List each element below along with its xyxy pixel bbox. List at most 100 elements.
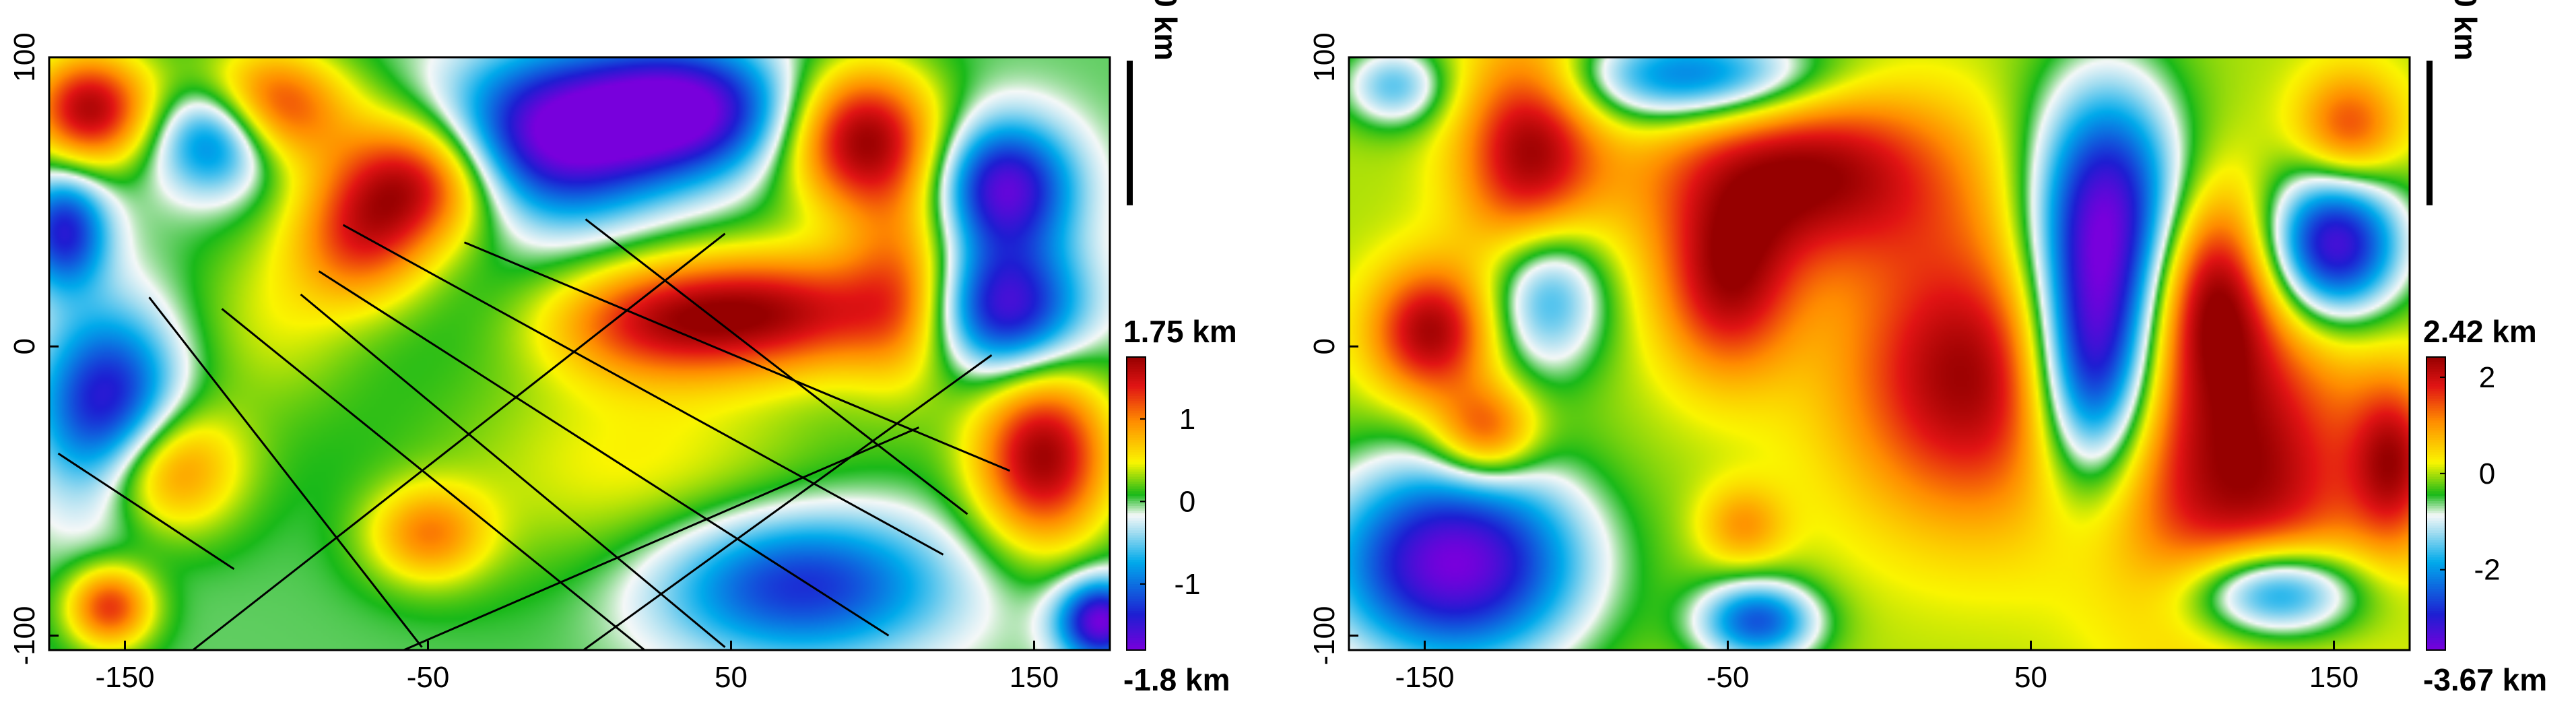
colorbar-swatch <box>1127 631 1146 634</box>
y-tick-label: 0 <box>1308 338 1341 354</box>
colorbar-swatch <box>2426 593 2445 597</box>
colorbar-swatch <box>2426 406 2445 409</box>
right-plot-frame <box>1348 56 2411 651</box>
colorbar-swatch <box>2426 620 2445 624</box>
colorbar-swatch <box>1127 613 1146 616</box>
colorbar-swatch <box>2426 511 2445 514</box>
colorbar-swatch <box>1127 569 1146 573</box>
colorbar-swatch <box>1127 389 1146 392</box>
colorbar-swatch <box>2426 455 2445 458</box>
colorbar-swatch <box>1127 449 1146 453</box>
colorbar-swatch <box>2426 506 2445 509</box>
colorbar-swatch <box>2426 467 2445 470</box>
y-tick-label: 100 <box>8 32 41 82</box>
colorbar-swatch <box>1127 359 1146 362</box>
survey-track-lines <box>57 218 1011 650</box>
colorbar-swatch <box>2426 547 2445 550</box>
colorbar-tick-label: 0 <box>1179 485 1195 518</box>
colorbar-min-label: -3.67 km <box>2423 662 2547 697</box>
colorbar-swatch <box>2426 364 2445 368</box>
colorbar-swatch <box>2426 377 2445 380</box>
colorbar-swatch <box>2426 628 2445 631</box>
colorbar-max-label: 1.75 km <box>1123 314 1237 349</box>
colorbar-swatch <box>2426 640 2445 643</box>
colorbar-tick-label: 2 <box>2479 361 2495 394</box>
colorbar-swatch <box>2426 445 2445 448</box>
colorbar-swatch <box>2426 523 2445 526</box>
colorbar-swatch <box>1127 608 1146 612</box>
colorbar-swatch <box>1127 498 1146 502</box>
colorbar-swatch <box>1127 645 1146 648</box>
colorbar-swatch <box>1127 464 1146 468</box>
colorbar-swatch <box>2426 425 2445 428</box>
colorbar-swatch <box>1127 545 1146 548</box>
colorbar-swatch <box>2426 554 2445 558</box>
colorbar-swatch <box>1127 637 1146 641</box>
colorbar-swatch <box>1127 623 1146 626</box>
colorbar-swatch <box>1127 513 1146 517</box>
colorbar-swatch <box>1127 428 1146 431</box>
colorbar-swatch <box>2426 410 2445 414</box>
colorbar-swatch <box>1127 472 1146 475</box>
colorbar-swatch <box>2426 479 2445 482</box>
track-line <box>581 354 993 650</box>
colorbar-swatch <box>2426 488 2445 492</box>
colorbar-swatch <box>1127 538 1146 541</box>
colorbar-swatch <box>1127 481 1146 485</box>
colorbar-swatch <box>1127 593 1146 597</box>
colorbar-swatch <box>1127 559 1146 563</box>
colorbar-swatch <box>2426 645 2445 648</box>
colorbar-swatch <box>1127 628 1146 631</box>
colorbar-swatch <box>1127 401 1146 404</box>
colorbar-swatch <box>2426 357 2445 360</box>
colorbar-swatch <box>1127 403 1146 407</box>
colorbar-swatch <box>2426 579 2445 583</box>
colorbar-swatch <box>2426 440 2445 443</box>
colorbar-swatch <box>2426 601 2445 604</box>
colorbar-swatch <box>2426 393 2445 397</box>
colorbar-swatch <box>2426 545 2445 548</box>
colorbar-swatch <box>1127 381 1146 385</box>
track-line <box>342 224 944 556</box>
right-scale-bar: 50 km <box>2426 0 2483 205</box>
colorbar-swatch <box>2426 476 2445 480</box>
colorbar-swatch <box>1127 572 1146 575</box>
left-heatmap-image <box>49 57 1110 650</box>
track-line <box>318 270 890 637</box>
left-scale-bar: 50 km <box>1127 0 1183 205</box>
colorbar-swatch <box>1127 410 1146 414</box>
colorbar-swatch <box>2426 486 2445 490</box>
colorbar-swatch <box>2426 362 2445 365</box>
colorbar-swatch <box>2426 574 2445 577</box>
colorbar-swatch <box>2426 623 2445 626</box>
colorbar-min-label: -1.8 km <box>1123 662 1230 697</box>
y-tick-label: -100 <box>1308 606 1341 665</box>
colorbar-swatch <box>2426 513 2445 517</box>
colorbar-swatch <box>2426 449 2445 453</box>
colorbar-swatch <box>2426 496 2445 499</box>
colorbar-swatch <box>1127 620 1146 624</box>
colorbar-swatch <box>1127 455 1146 458</box>
x-tick-label: 150 <box>1010 661 1059 694</box>
colorbar-swatch <box>1127 601 1146 604</box>
colorbar-swatch <box>1127 440 1146 443</box>
colorbar-swatch <box>1127 618 1146 622</box>
colorbar-swatch <box>1127 527 1146 531</box>
colorbar-swatch <box>2426 533 2445 536</box>
colorbar-swatch <box>2426 608 2445 612</box>
colorbar-swatch <box>1127 476 1146 480</box>
colorbar-swatch <box>1127 491 1146 494</box>
colorbar-swatch <box>2426 413 2445 416</box>
colorbar-swatch <box>1127 506 1146 509</box>
left-plot-frame <box>48 56 1111 651</box>
colorbar-swatch <box>1127 459 1146 463</box>
colorbar-swatch <box>1127 408 1146 412</box>
colorbar-swatch <box>1127 374 1146 377</box>
track-line <box>221 308 647 650</box>
colorbar-swatch <box>2426 518 2445 521</box>
colorbar-tick-label: 1 <box>1179 403 1195 436</box>
colorbar-swatch <box>1127 635 1146 639</box>
colorbar-swatch <box>1127 640 1146 643</box>
colorbar-swatch <box>2426 494 2445 497</box>
x-tick-label: -150 <box>95 661 154 694</box>
